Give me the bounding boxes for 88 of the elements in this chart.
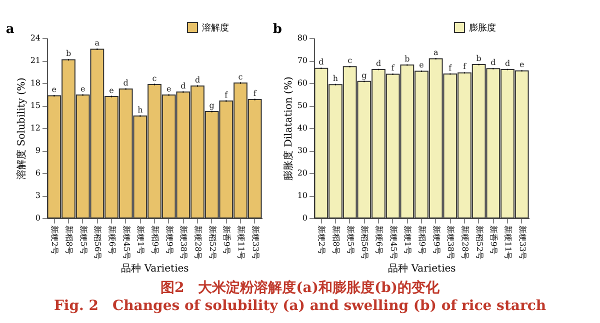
y-axis-title: 膨胀度 Dilatation (%) bbox=[282, 76, 294, 180]
annotation: f bbox=[391, 64, 396, 73]
x-tick-label: 新粳9号 bbox=[164, 226, 174, 255]
annotation: d bbox=[180, 81, 186, 90]
y-tick-label: 70 bbox=[297, 56, 308, 65]
x-tick-label: 新粳11号 bbox=[236, 226, 246, 260]
y-tick-label: 80 bbox=[297, 34, 308, 42]
annotation: d bbox=[376, 58, 382, 68]
y-tick-label: 18 bbox=[30, 78, 40, 88]
x-tick-label: 新香9号 bbox=[222, 226, 232, 255]
annotation: c bbox=[348, 56, 353, 65]
y-tick-label: 24 bbox=[30, 34, 40, 42]
annotation: e bbox=[419, 60, 424, 70]
x-tick-label: 新粳5号 bbox=[346, 226, 355, 255]
y-tick-label: 21 bbox=[30, 56, 40, 65]
x-tick-label: 新粳6号 bbox=[374, 226, 384, 255]
annotation: c bbox=[238, 72, 244, 82]
x-tick-label: 新香9号 bbox=[489, 226, 498, 255]
annotation: c bbox=[152, 74, 158, 83]
annotation: a bbox=[433, 48, 438, 58]
y-tick-label: 30 bbox=[297, 146, 308, 155]
y-tick-label: 0 bbox=[302, 214, 308, 222]
x-tick-label: 新粳38号 bbox=[446, 226, 456, 260]
y-tick-label: 9 bbox=[35, 146, 40, 155]
y-tick-label: 3 bbox=[35, 191, 40, 200]
y-tick-label: 6 bbox=[35, 168, 40, 178]
x-tick-label: 新粳2号 bbox=[317, 226, 326, 255]
annotation: d bbox=[504, 58, 510, 68]
chart-title: b bbox=[272, 22, 282, 37]
x-tick-label: 新粳11号 bbox=[504, 226, 512, 260]
y-tick-label: 15 bbox=[30, 101, 40, 110]
annotation: b bbox=[66, 49, 72, 58]
x-tick-label: 新稻52号 bbox=[208, 226, 217, 260]
annotation: h bbox=[332, 74, 338, 83]
caption: 图2 大米淀粉溶解度(a)和膨胀度(b)的变化 bbox=[159, 279, 441, 297]
y-tick-label: 20 bbox=[297, 168, 308, 178]
x-tick-label: 新粳1号 bbox=[136, 226, 146, 255]
y-tick-label: 60 bbox=[297, 78, 308, 88]
y-tick-label: 50 bbox=[297, 101, 308, 110]
x-tick-label: 新粳6号 bbox=[108, 226, 116, 255]
annotation: f bbox=[253, 88, 258, 98]
annotation: e bbox=[519, 60, 524, 70]
annotation: g bbox=[362, 70, 367, 80]
annotation: e bbox=[80, 84, 86, 94]
x-tick-label: 新粳45号 bbox=[388, 226, 398, 260]
legend-label: 溶解度 bbox=[202, 22, 229, 34]
x-tick-label: 新粳2号 bbox=[50, 226, 60, 255]
x-tick-label: 新粳45号 bbox=[122, 226, 131, 260]
annotation: a bbox=[94, 38, 100, 48]
annotation: f bbox=[463, 62, 468, 72]
x-axis-title: 品种 Varieties bbox=[388, 262, 456, 275]
annotation: e bbox=[166, 84, 172, 94]
x-tick-label: 新稻56号 bbox=[93, 226, 102, 260]
caption: Fig. 2 Changes of solubility (a) and swelling (b) of rice starch bbox=[52, 297, 548, 315]
annotation: e bbox=[109, 86, 114, 95]
x-tick-label: 新粳33号 bbox=[518, 226, 527, 260]
annotation: d bbox=[194, 75, 200, 84]
annotation: b bbox=[476, 54, 482, 63]
x-axis-title: 品种 Varieties bbox=[121, 262, 189, 275]
y-tick-label: 40 bbox=[297, 124, 308, 132]
annotation: g bbox=[209, 100, 214, 110]
x-tick-label: 新粳33号 bbox=[250, 226, 260, 260]
annotation: f bbox=[448, 63, 453, 72]
x-tick-label: 新稻9号 bbox=[150, 226, 160, 255]
legend-label: 膨胀度 bbox=[469, 22, 496, 34]
x-tick-label: 新粳9号 bbox=[432, 226, 441, 255]
x-tick-label: 新稻52号 bbox=[474, 226, 484, 260]
x-tick-label: 新稻8号 bbox=[64, 226, 74, 255]
y-tick-label: 0 bbox=[35, 214, 40, 222]
chart-title: a bbox=[6, 22, 15, 37]
annotation: e bbox=[52, 85, 57, 94]
x-tick-label: 新粳28号 bbox=[460, 226, 470, 260]
y-tick-label: 12 bbox=[30, 124, 40, 132]
y-axis-title: 溶解度 Solubility (%) bbox=[15, 77, 28, 180]
x-tick-label: 新粳28号 bbox=[194, 226, 202, 260]
x-tick-label: 新粳1号 bbox=[403, 226, 412, 255]
x-tick-label: 新粳5号 bbox=[78, 226, 88, 255]
annotation: d bbox=[490, 58, 496, 67]
annotation: d bbox=[123, 78, 128, 88]
annotation: b bbox=[404, 54, 410, 64]
annotation: d bbox=[318, 58, 324, 67]
x-tick-label: 新粳38号 bbox=[179, 226, 188, 260]
x-tick-label: 新稻56号 bbox=[360, 226, 370, 260]
annotation: h bbox=[138, 105, 143, 114]
y-tick-label: 10 bbox=[297, 191, 308, 200]
x-tick-label: 新稻9号 bbox=[418, 226, 426, 255]
annotation: f bbox=[224, 90, 229, 100]
x-tick-label: 新稻8号 bbox=[332, 226, 340, 255]
